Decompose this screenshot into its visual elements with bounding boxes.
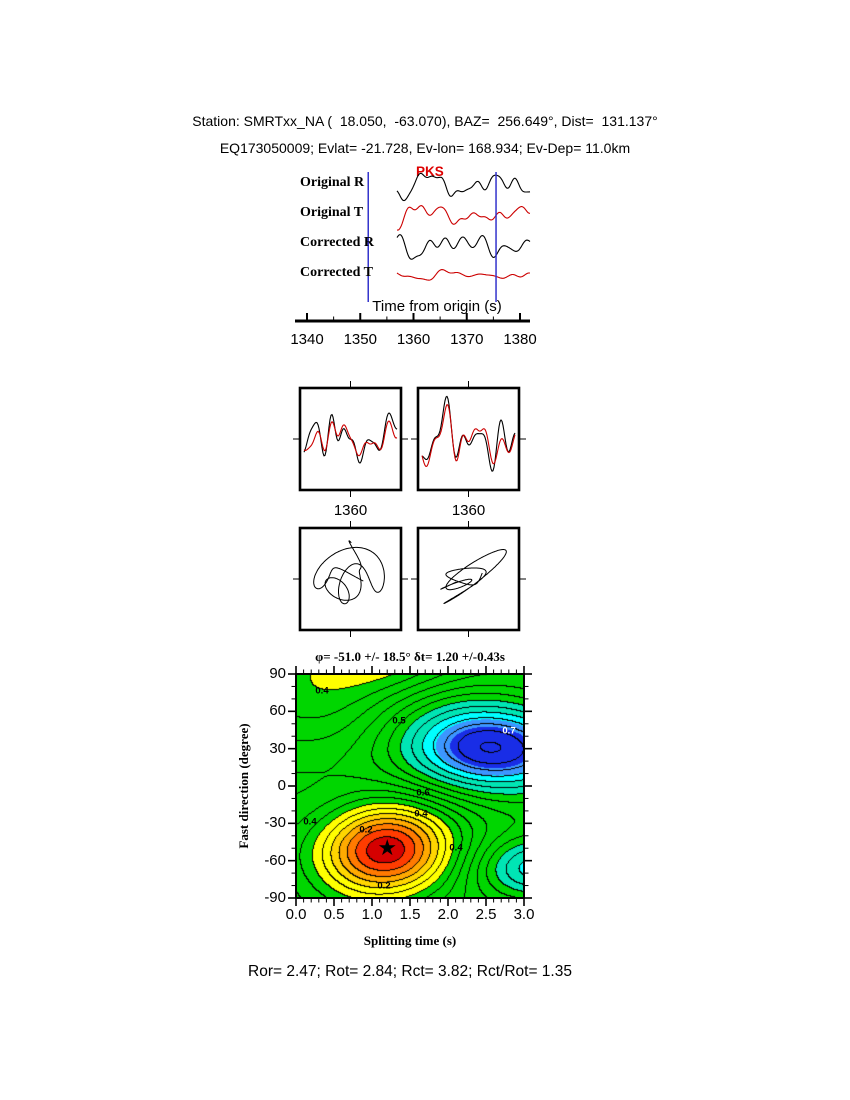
trace-label: Corrected R: [300, 235, 374, 250]
time-tick-label: 1370: [450, 331, 484, 348]
contour-level-label: 0.4: [414, 808, 428, 820]
time-tick-label: 1340: [290, 331, 324, 348]
footer-results-text: Ror= 2.47; Rot= 2.84; Rct= 3.82; Rct/Rot…: [248, 963, 572, 980]
contour-y-tick-label: 30: [269, 739, 286, 757]
contour-level-label: 0.2: [377, 880, 391, 892]
time-tick-label: 1350: [343, 331, 377, 348]
compare-tick-label: 1360: [333, 502, 368, 519]
contour-x-tick-label: 0.5: [323, 906, 345, 923]
contour-x-tick-label: 2.5: [475, 906, 497, 923]
time-tick-label: 1360: [396, 331, 431, 348]
contour-x-tick-label: 1.5: [399, 906, 421, 923]
contour-level-label: 0.6: [416, 787, 430, 799]
contour-y-tick-label: -30: [264, 814, 286, 832]
contour-y-tick-label: 0: [277, 777, 286, 794]
contour-level-label: 0.2: [359, 824, 373, 836]
time-axis-label: Time from origin (s): [372, 298, 502, 315]
time-tick-label: 1380: [503, 331, 537, 348]
trace-label: Original R: [300, 175, 365, 190]
phase-label: PKS: [416, 164, 444, 179]
contour-level-label: 0.4: [315, 685, 329, 697]
contour-x-tick-label: 0.0: [285, 906, 307, 923]
contour-level-label: 0.4: [449, 842, 463, 854]
header-line-2: EQ173050009; Evlat= -21.728, Ev-lon= 168…: [219, 140, 631, 156]
contour-level-label: 0.5: [392, 715, 406, 727]
best-fit-star: ★: [377, 835, 398, 861]
contour-y-tick-label: -60: [264, 851, 286, 869]
trace-label: Original T: [300, 205, 364, 220]
contour-x-tick-label: 2.0: [437, 906, 459, 923]
contour-map-canvas: [296, 674, 524, 898]
contour-title: φ= -51.0 +/- 18.5° δt= 1.20 +/-0.43s: [315, 649, 505, 664]
contour-y-tick-label: 90: [269, 665, 286, 682]
contour-x-tick-label: 1.0: [361, 906, 383, 923]
trace-label: Corrected T: [300, 265, 373, 280]
contour-level-label: 0.4: [303, 816, 317, 828]
compare-tick-label: 1360: [451, 502, 486, 519]
contour-y-tick-label: -90: [264, 889, 286, 906]
contour-y-tick-label: 60: [269, 702, 286, 720]
contour-x-tick-label: 3.0: [513, 906, 535, 923]
contour-x-axis-title: Splitting time (s): [363, 933, 457, 948]
contour-level-label: 0.7: [502, 725, 516, 737]
header-line-1: Station: SMRTxx_NA ( 18.050, -63.070), B…: [192, 113, 658, 129]
